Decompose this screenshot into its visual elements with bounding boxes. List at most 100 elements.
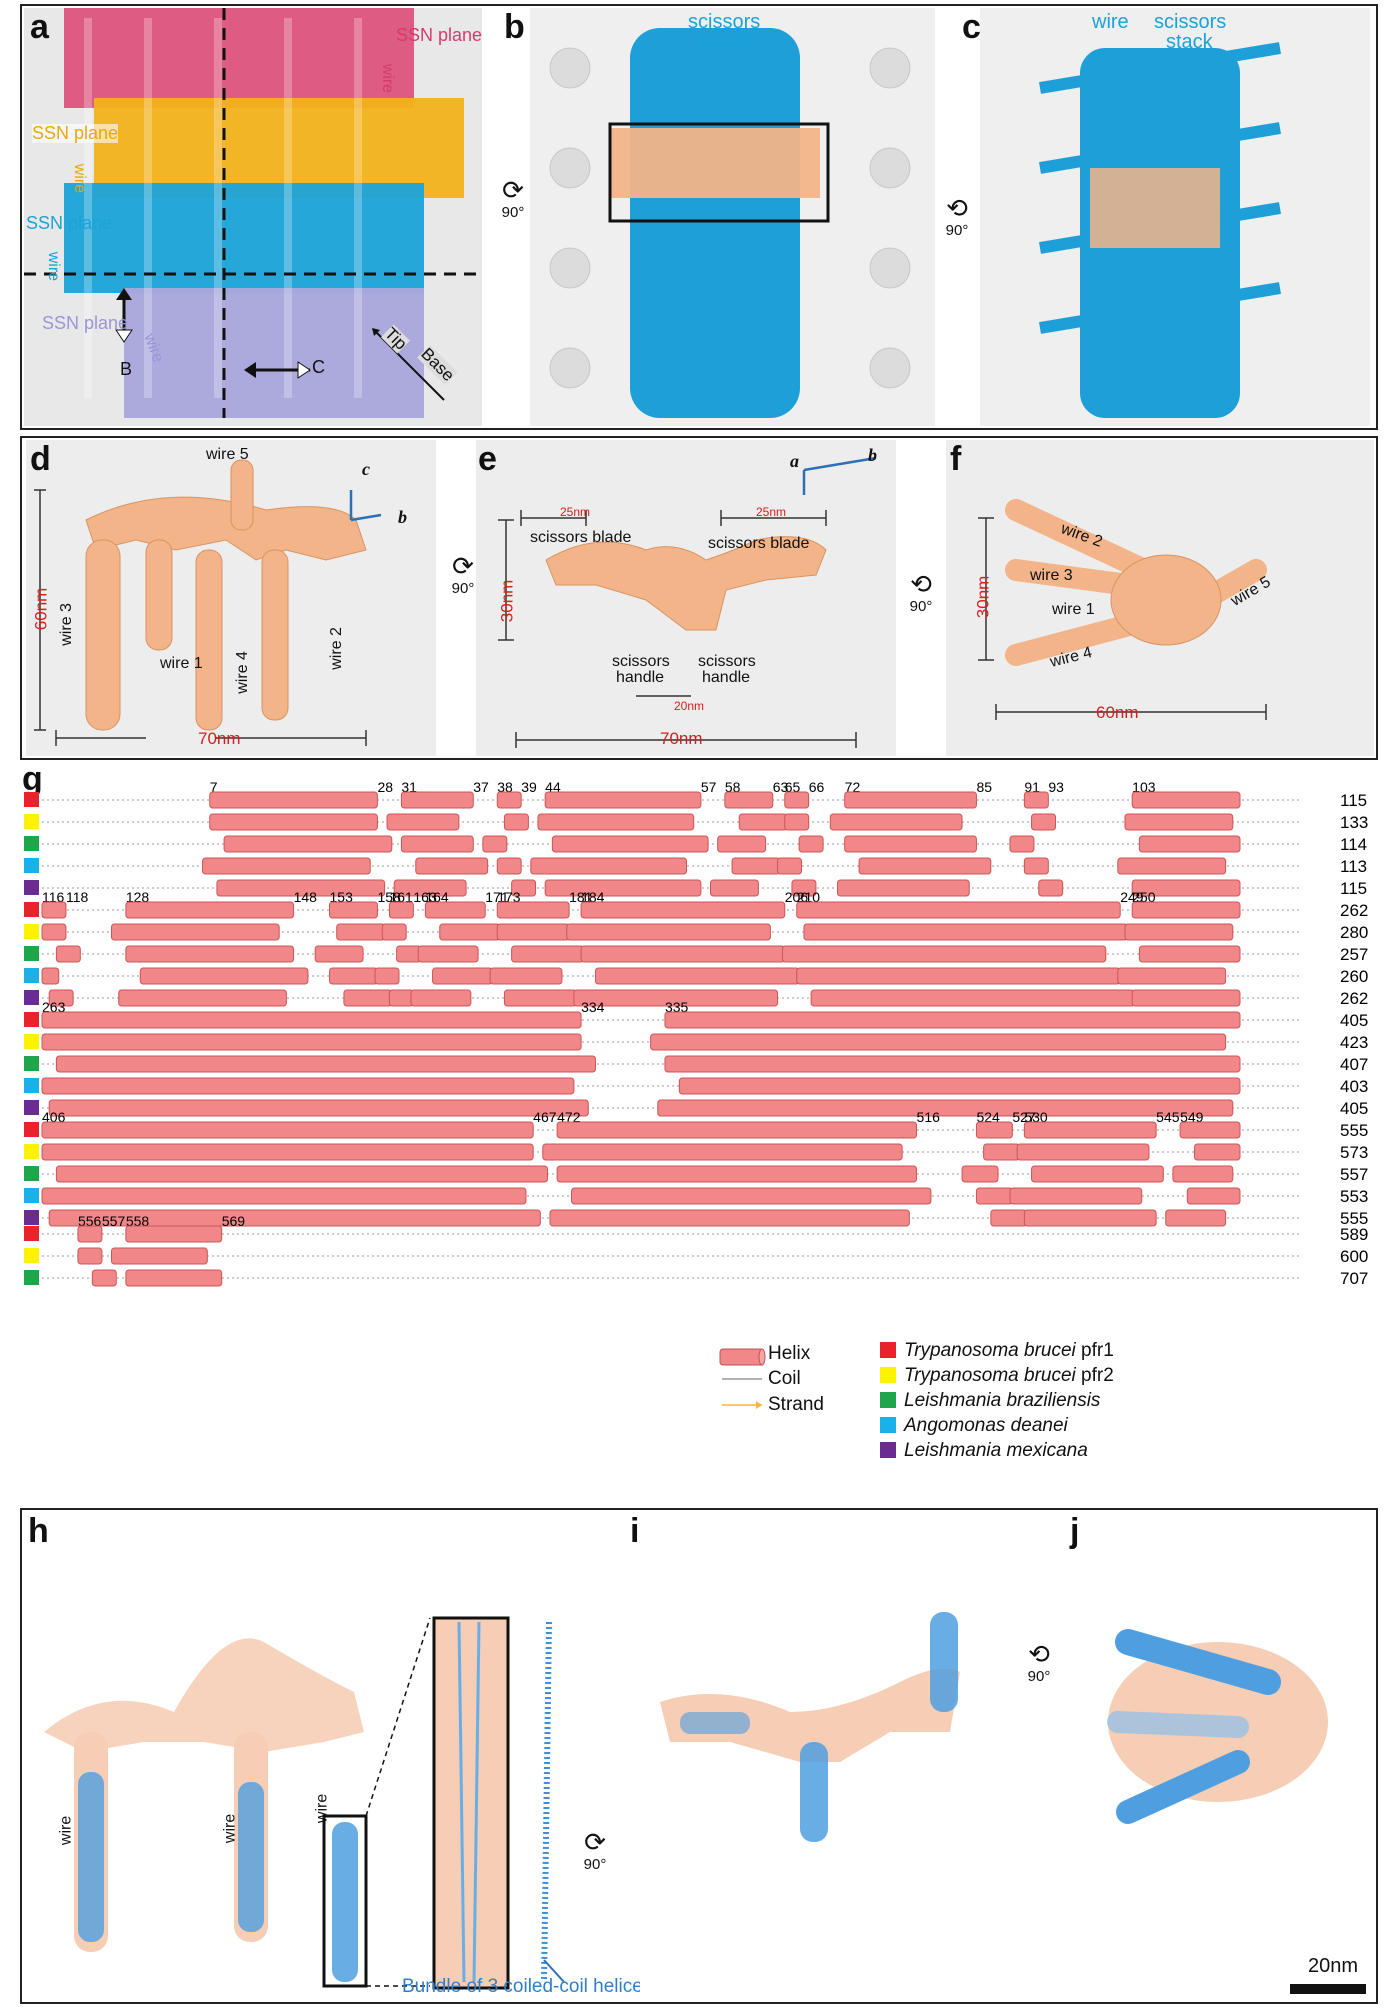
residue-number: 91 [1024, 779, 1040, 795]
helix-bar [496, 901, 570, 919]
helix-bar [1023, 791, 1049, 809]
d-wire-3: wire 3 [57, 603, 75, 646]
helix-bar [551, 835, 709, 853]
helix-bar [1138, 835, 1241, 853]
helix-bar [415, 857, 489, 875]
species-color-square [24, 880, 39, 895]
helix-bar [1023, 857, 1049, 875]
h-wire-a: wire [57, 1815, 75, 1846]
panel-a-render [24, 8, 482, 418]
residue-number: 249 [1120, 889, 1144, 905]
residue-number: 171 [485, 889, 509, 905]
rotate-icon: ⟲ [946, 193, 968, 223]
sequence-length: 405 [1340, 1099, 1368, 1118]
helix-bar [1009, 835, 1035, 853]
residue-number: 28 [377, 779, 393, 795]
helix-bar [798, 835, 824, 853]
panel-e-render [498, 456, 877, 748]
species-color-square [24, 1122, 39, 1137]
b-rotation-label: 90° [501, 203, 525, 221]
legend-species-item: Leishmania braziliensis [880, 1390, 1100, 1412]
residue-number: 153 [330, 889, 354, 905]
panel-a-label: a [30, 8, 49, 46]
helix-bar [844, 791, 977, 809]
helix-bar [1124, 923, 1234, 941]
helix-bar [41, 1187, 527, 1205]
residue-number: 7 [210, 779, 218, 795]
helix-bar [400, 835, 474, 853]
a-arrow-c-label: C [312, 357, 325, 377]
helix-bar [784, 791, 810, 809]
helix-bar [829, 813, 963, 831]
helix-bar [1117, 967, 1227, 985]
helix-bar [386, 813, 460, 831]
helix-bar [48, 1209, 541, 1227]
helix-bar [503, 989, 577, 1007]
a-wire-3: wire [45, 251, 63, 282]
helix-bar [388, 989, 414, 1007]
legend-species-item: Leishmania mexicana [880, 1440, 1088, 1462]
species-color-square [24, 924, 39, 939]
helix-bar [544, 879, 702, 897]
residue-number: 103 [1132, 779, 1156, 795]
species-color-square [24, 1188, 39, 1203]
legend-species-name: Angomonas deanei [904, 1415, 1068, 1436]
f-height-30nm: 30nm [973, 575, 993, 619]
d-wire-5: wire 5 [206, 446, 249, 463]
helix-bar [803, 923, 1128, 941]
c-title-line1: scissors [1154, 11, 1227, 33]
legend-species-item: Trypanosoma brucei pfr2 [880, 1365, 1114, 1387]
d-wire-2: wire 2 [327, 627, 345, 670]
residue-number: 158 [377, 889, 401, 905]
residue-number: 549 [1180, 1109, 1204, 1125]
h-wire-c: wire [313, 1793, 331, 1824]
legend-strand-icon [722, 1401, 762, 1409]
j-rotation-label: 90° [1027, 1667, 1051, 1685]
helix-bar [1179, 1121, 1241, 1139]
helix-bar [983, 1143, 1021, 1161]
sequence-length: 115 [1340, 879, 1367, 898]
species-color-square [24, 1210, 39, 1225]
helix-bar [1193, 1143, 1241, 1161]
residue-number: 93 [1048, 779, 1064, 795]
panel-f-render [978, 499, 1267, 720]
helix-bar [544, 791, 702, 809]
a-ssn-plane-3: SSN plane [26, 213, 113, 233]
legend-species-name: Leishmania braziliensis [904, 1390, 1101, 1411]
residue-number: 39 [521, 779, 537, 795]
residue-number: 173 [497, 889, 521, 905]
helix-bar [542, 1143, 903, 1161]
e-handle-right-1: scissors [698, 653, 756, 670]
panel-b-label: b [504, 8, 525, 46]
helix-bar [41, 923, 67, 941]
helix-bar [410, 989, 472, 1007]
helix-bar [41, 1143, 534, 1161]
helix-bar [209, 813, 378, 831]
helix-bar [556, 1121, 918, 1139]
c-rotation-label: 90° [945, 221, 969, 239]
helix-bar [664, 1055, 1241, 1073]
sequence-length: 114 [1340, 835, 1367, 854]
residue-number: 516 [917, 1109, 941, 1125]
helix-bar [118, 989, 287, 1007]
helix-bar [374, 967, 400, 985]
legend-species-suffix: pfr2 [1075, 1365, 1114, 1386]
helix-bar [511, 879, 537, 897]
helix-bar [77, 1225, 103, 1243]
d-width-70nm: 70nm [198, 729, 241, 748]
helix-bar [396, 945, 422, 963]
sequence-length: 257 [1340, 945, 1368, 964]
helix-bar [990, 1209, 1028, 1227]
legend-coil-icon [722, 1378, 762, 1380]
panel-i-label: i [630, 1512, 640, 1550]
c-wire: wire [1092, 11, 1129, 33]
species-color-square [24, 814, 39, 829]
residue-number: 31 [401, 779, 417, 795]
e-handle-left-1: scissors [612, 653, 670, 670]
species-color-square [24, 792, 39, 807]
helix-bar [1172, 1165, 1234, 1183]
sequence-length: 280 [1340, 923, 1368, 942]
helix-bar [1016, 1143, 1150, 1161]
residue-number: 557 [102, 1213, 126, 1229]
